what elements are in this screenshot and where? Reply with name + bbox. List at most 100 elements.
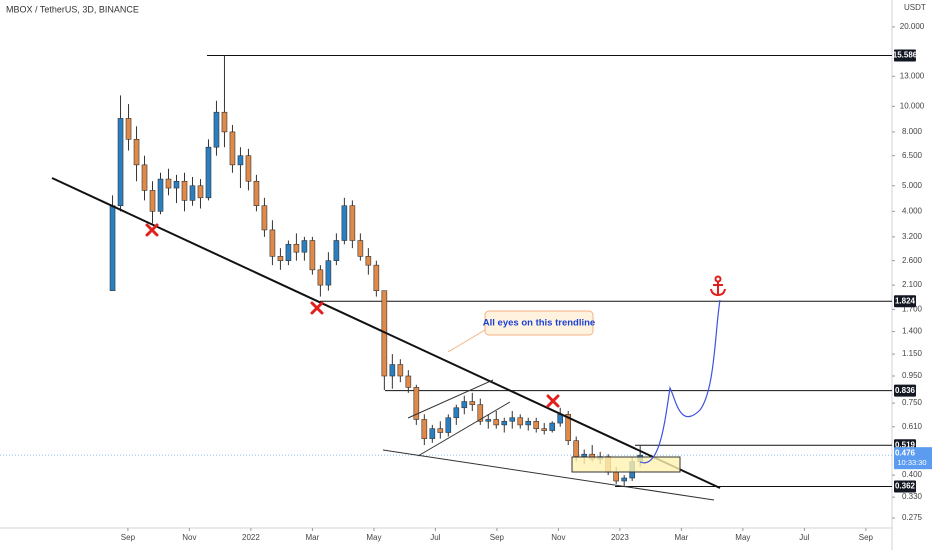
drawings: All eyes on this trendline — [51, 177, 726, 501]
level-label: 0.836 — [895, 386, 916, 395]
candle-body — [613, 471, 619, 482]
candle-body — [365, 256, 372, 266]
cross-mark — [546, 394, 560, 408]
consolidation-box — [571, 456, 681, 473]
cross-mark — [310, 301, 324, 315]
candle-body — [565, 414, 572, 442]
candle-body — [341, 205, 348, 241]
candle-body — [405, 375, 412, 388]
candle-body — [181, 180, 188, 201]
y-tick-label: 20.000 — [900, 22, 925, 31]
candle-body — [205, 146, 212, 199]
x-tick-label: 2023 — [611, 533, 629, 542]
anchor-icon — [710, 275, 726, 297]
annotation-box — [484, 310, 594, 336]
level-label: 0.519 — [895, 440, 916, 449]
candle-body — [117, 118, 124, 207]
annotation-text: All eyes on this trendline — [483, 318, 595, 329]
candle-body — [437, 428, 444, 433]
y-tick-label: 0.330 — [902, 492, 923, 501]
candle-body — [333, 240, 340, 261]
candle-body — [389, 364, 396, 377]
x-tick-label: Nov — [551, 533, 565, 542]
candle-body — [445, 417, 452, 433]
candle-body — [189, 185, 196, 201]
candle-body — [469, 401, 476, 405]
candle-body — [501, 420, 508, 426]
candle-body — [477, 404, 484, 422]
y-tick-label: 4.000 — [902, 206, 923, 215]
x-tick-label: 2022 — [242, 533, 260, 542]
y-tick-label: 1.400 — [902, 327, 923, 336]
candle-body — [221, 111, 228, 133]
y-tick-label: 1.700 — [902, 304, 923, 313]
candle-body — [253, 180, 260, 207]
main-trendline — [51, 177, 721, 489]
candle-body — [453, 407, 460, 419]
cross-marks — [145, 223, 560, 408]
candle-body — [357, 240, 364, 257]
price-layer — [0, 54, 892, 488]
y-tick-label: 5.000 — [902, 181, 923, 190]
candle-body — [429, 428, 436, 439]
candle-body — [173, 180, 180, 189]
level-tag — [894, 384, 916, 397]
candle-body — [261, 205, 268, 231]
x-tick-label: Sep — [859, 533, 874, 542]
candle-body — [309, 240, 316, 271]
candle-body — [573, 440, 580, 457]
y-tick-label: 0.275 — [902, 513, 923, 522]
candle-body — [373, 264, 380, 292]
x-tick-label: May — [735, 533, 750, 542]
candle-body — [213, 111, 220, 148]
candle-body — [277, 256, 284, 261]
x-tick-label: Nov — [182, 533, 196, 542]
candle-body — [141, 164, 148, 191]
candle-body — [245, 155, 252, 182]
y-tick-label: 2.100 — [902, 280, 923, 289]
countdown-label: 10:33:30 — [897, 458, 926, 467]
channel-line — [417, 401, 511, 457]
y-tick-label: 3.200 — [902, 232, 923, 241]
x-tick-label: May — [366, 533, 381, 542]
level-label: 1.824 — [895, 296, 916, 305]
currency-label: USDT — [904, 3, 926, 12]
last-price-tag — [894, 447, 932, 470]
y-tick-label: 0.950 — [902, 371, 923, 380]
x-tick-label: Mar — [674, 533, 688, 542]
candle-body — [349, 205, 356, 241]
candle-body — [109, 205, 116, 292]
candle-body — [533, 420, 540, 429]
candle-body — [493, 419, 500, 426]
x-tick-label: Jul — [799, 533, 809, 542]
level-tag — [894, 480, 916, 493]
y-tick-label: 1.150 — [902, 349, 923, 358]
candle-body — [421, 419, 428, 439]
cross-mark — [145, 223, 159, 237]
candle-body — [485, 419, 492, 422]
candle-body — [125, 118, 132, 140]
channel-line — [407, 379, 494, 419]
y-tick-label: 0.400 — [902, 470, 923, 479]
y-tick-label: 0.750 — [902, 398, 923, 407]
candle-body — [413, 387, 420, 420]
candle-body — [157, 178, 164, 212]
candle-body — [165, 178, 172, 189]
level-tag — [894, 295, 916, 308]
candle-body — [237, 155, 244, 166]
candle-body — [301, 240, 308, 253]
y-tick-label: 13.000 — [900, 71, 925, 80]
callout-pointer — [447, 329, 486, 353]
candle-body — [269, 229, 276, 257]
candle-body — [549, 422, 556, 431]
y-tick-label: 8.000 — [902, 127, 923, 136]
level-label: 15.586 — [893, 51, 918, 60]
candle-body — [133, 138, 140, 166]
candle-body — [621, 477, 627, 482]
support-line — [382, 449, 715, 501]
x-tick-label: Sep — [121, 533, 136, 542]
candle-body — [461, 401, 468, 409]
candle-body — [541, 428, 548, 431]
